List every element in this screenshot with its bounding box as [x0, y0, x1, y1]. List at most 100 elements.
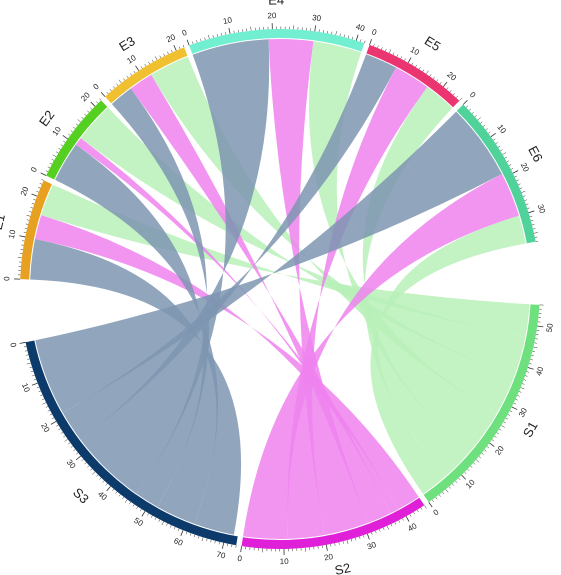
tick-mark — [335, 31, 337, 36]
tick-mark — [529, 215, 533, 218]
tick-mark — [359, 536, 361, 540]
tick-label-s1: 30 — [517, 406, 529, 419]
tick-mark — [29, 211, 32, 213]
link-s2-e1 — [35, 215, 419, 510]
tick-mark — [506, 160, 510, 163]
tick-label-s2: 0 — [237, 554, 243, 564]
tick-mark — [513, 402, 517, 405]
tick-mark — [528, 210, 535, 214]
sector-e5 — [366, 44, 460, 108]
tick-mark — [471, 111, 475, 114]
tick-mark — [477, 117, 481, 121]
tick-mark — [218, 541, 220, 545]
tick-mark — [106, 486, 111, 492]
tick-label-e5: 20 — [445, 70, 458, 83]
link-s1-e6 — [370, 215, 526, 495]
tick-mark — [178, 46, 181, 50]
tick-mark — [75, 455, 81, 461]
tick-mark — [537, 325, 544, 328]
tick-mark — [73, 126, 76, 129]
tick-mark — [533, 346, 538, 349]
tick-mark — [411, 62, 414, 66]
tick-mark — [163, 53, 165, 57]
tick-mark — [422, 69, 425, 72]
tick-mark — [132, 504, 135, 507]
sector-label-e4: E4 — [268, 0, 284, 8]
tick-mark — [494, 435, 497, 438]
tick-mark — [63, 140, 66, 143]
tick-mark — [56, 424, 59, 427]
tick-mark — [442, 81, 448, 87]
tick-label-e4: 40 — [355, 22, 367, 33]
tick-mark — [390, 524, 393, 527]
tick-mark — [198, 536, 200, 539]
tick-mark — [466, 105, 469, 108]
tick-mark — [52, 154, 57, 157]
ticks-layer: 0 10 20 30 40 50 0 10 20 30 40 0 10 20 30 40 50 60 70 0 10 20… — [2, 11, 555, 566]
link-s2-e4 — [268, 39, 368, 536]
link-s2-e3 — [130, 74, 391, 524]
tick-mark — [150, 515, 153, 518]
tick-mark — [167, 51, 169, 55]
tick-mark — [524, 199, 527, 201]
tick-mark — [148, 61, 150, 65]
tick-mark — [58, 147, 61, 150]
tick-mark — [488, 131, 491, 134]
tick-mark — [377, 45, 379, 49]
tick-mark — [30, 207, 33, 209]
tick-mark — [449, 90, 452, 93]
sector-label-s1: S1 — [520, 419, 541, 440]
tick-mark — [170, 525, 172, 528]
tick-mark — [407, 57, 412, 63]
tick-mark — [509, 410, 513, 413]
tick-mark — [420, 507, 423, 510]
tick-mark — [84, 462, 87, 465]
tick-mark — [468, 108, 472, 111]
tick-label-s3: 0 — [8, 342, 18, 349]
tick-mark — [452, 483, 455, 486]
tick-mark — [50, 420, 57, 425]
tick-label-e1: 0 — [2, 276, 11, 281]
tick-mark — [116, 83, 119, 86]
tick-mark — [154, 517, 157, 520]
tick-mark — [166, 523, 168, 526]
tick-mark — [136, 506, 139, 509]
tick-mark — [445, 489, 449, 493]
tick-mark — [77, 119, 81, 123]
link-s1-e3 — [151, 56, 515, 414]
tick-mark — [459, 97, 463, 101]
tick-mark — [41, 398, 45, 401]
tick-mark — [489, 442, 495, 447]
tick-label-s3: 50 — [132, 516, 145, 529]
tick-mark — [435, 497, 438, 500]
tick-label-s3: 30 — [65, 458, 78, 471]
tick-label-e4: 10 — [222, 15, 233, 26]
link-s3-e5 — [62, 54, 397, 440]
tick-mark — [240, 546, 242, 553]
tick-label-e3: 10 — [125, 53, 138, 66]
tick-mark — [124, 499, 128, 503]
tick-mark — [432, 499, 434, 502]
link-s2-e6 — [243, 174, 519, 540]
tick-label-e6: 0 — [468, 90, 478, 100]
tick-mark — [133, 70, 136, 74]
tick-mark — [31, 193, 38, 197]
tick-mark — [159, 55, 162, 59]
tick-label-e6: 10 — [495, 123, 508, 136]
tick-mark — [515, 398, 518, 401]
tick-mark — [461, 474, 467, 480]
tick-mark — [424, 505, 427, 509]
tick-mark — [196, 40, 198, 43]
tick-mark — [525, 375, 528, 377]
tick-mark — [525, 203, 529, 205]
tick-mark — [100, 91, 106, 97]
tick-mark — [140, 66, 143, 69]
tick-mark — [58, 428, 61, 431]
tick-mark — [522, 383, 525, 385]
tick-label-s1: 0 — [432, 507, 441, 517]
link-s2-e5 — [287, 67, 428, 539]
tick-mark — [182, 44, 185, 48]
tick-mark — [527, 367, 534, 370]
tick-mark — [346, 540, 349, 545]
tick-mark — [173, 44, 177, 51]
